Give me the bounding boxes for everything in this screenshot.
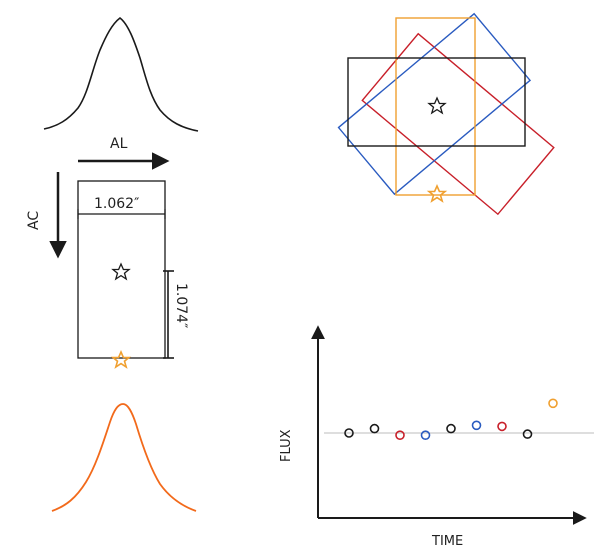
data-point-2 [369, 423, 380, 434]
star-icon-edge [110, 349, 132, 369]
data-point-1 [344, 428, 354, 438]
psf-curve-black [43, 16, 199, 132]
scan-rectangles [337, 12, 555, 216]
star-icon-scan-center [427, 96, 447, 115]
width-label: 1.062″ [94, 196, 139, 212]
ac-label: AC [26, 211, 42, 230]
y-axis-label: FLUX [279, 429, 294, 462]
data-point-6 [471, 420, 482, 431]
data-point-7 [497, 421, 507, 432]
data-point-8 [522, 429, 533, 439]
scan-rect-blue [337, 12, 532, 196]
height-label: 1.074″ [173, 283, 189, 328]
data-point-9 [548, 398, 558, 409]
scan-rect-orange [395, 17, 476, 196]
scan-rect-black [347, 57, 526, 147]
data-point-5 [446, 423, 456, 434]
data-point-4 [420, 430, 431, 441]
data-points [344, 398, 558, 441]
psf-curve-orange [51, 403, 197, 512]
scan-rect-red [361, 32, 555, 216]
pixel-window [77, 180, 166, 359]
al-label: AL [110, 136, 128, 152]
light-curve-plot: FLUX TIME [279, 325, 594, 549]
x-axis-label: TIME [431, 534, 463, 549]
star-icon-center [111, 262, 131, 281]
data-point-3 [395, 430, 405, 441]
star-icon-scan-edge [426, 183, 448, 203]
